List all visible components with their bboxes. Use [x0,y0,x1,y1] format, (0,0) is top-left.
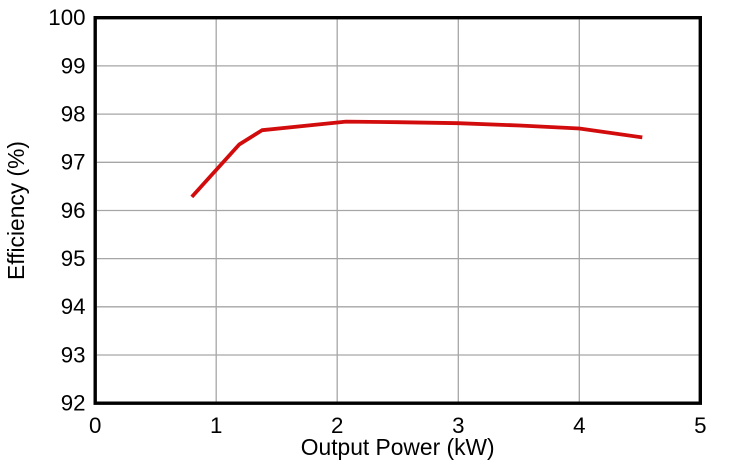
svg-text:2: 2 [331,413,343,438]
svg-text:95: 95 [61,246,86,271]
svg-text:Efficiency (%): Efficiency (%) [3,141,29,280]
svg-text:5: 5 [694,413,706,438]
svg-text:100: 100 [48,5,85,30]
svg-text:1: 1 [210,413,222,438]
svg-text:99: 99 [61,53,86,78]
svg-text:96: 96 [61,198,86,223]
svg-text:4: 4 [573,413,585,438]
svg-text:98: 98 [61,102,86,127]
svg-text:92: 92 [61,391,86,416]
svg-text:3: 3 [452,413,464,438]
svg-text:0: 0 [89,413,101,438]
svg-text:93: 93 [61,342,86,367]
svg-text:Output Power (kW): Output Power (kW) [301,434,495,460]
svg-text:97: 97 [61,150,86,175]
svg-text:94: 94 [61,294,86,319]
